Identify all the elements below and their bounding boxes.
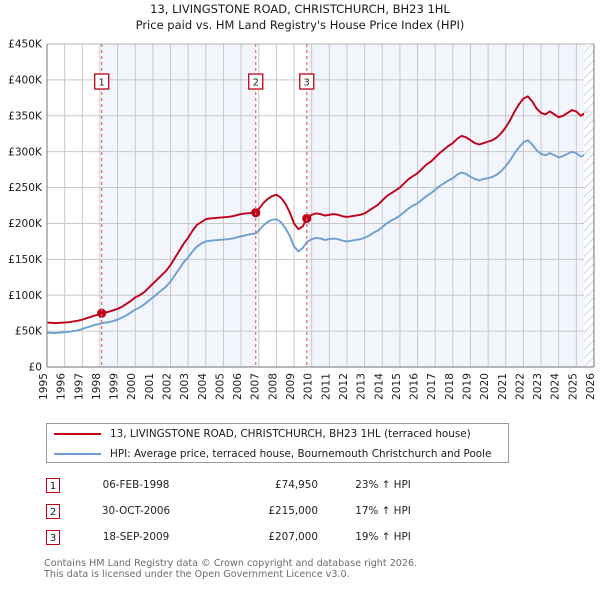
x-axis-tick-label: 2010	[303, 373, 315, 400]
txn-index-badge: 3	[46, 529, 60, 545]
x-axis-tick-label: 2004	[197, 373, 209, 400]
txn-date: 30-OCT-2006	[101, 505, 171, 517]
marker-badge[interactable]	[248, 73, 264, 90]
table-row[interactable]: 2 30-OCT-2006 £215,000 17% ↑ HPI	[46, 498, 516, 524]
y-axis-tick-label: £450K	[8, 39, 43, 51]
x-axis-tick-label: 2021	[497, 373, 509, 400]
x-axis-tick-label: 2007	[250, 373, 262, 400]
x-axis-tick-label: 2025	[567, 373, 579, 400]
txn-hpi-delta: 23% ↑ HPI	[355, 479, 411, 491]
x-axis-tick-label: 2012	[338, 373, 350, 400]
txn-index-badge: 1	[46, 477, 60, 493]
x-axis-tick-label: 2022	[514, 373, 526, 400]
legend-swatch-hpi	[54, 453, 101, 455]
marker-badge[interactable]	[94, 73, 110, 90]
table-row[interactable]: 3 18-SEP-2009 £207,000 19% ↑ HPI	[46, 524, 516, 550]
txn-price: £207,000	[268, 531, 318, 543]
legend-item-hpi: HPI: Average price, terraced house, Bour…	[47, 444, 508, 464]
y-axis-tick-label: £0	[29, 362, 43, 374]
y-axis-tick-label: £150K	[8, 254, 43, 266]
x-axis-tick-label: 2011	[320, 373, 332, 400]
legend-item-price: 13, LIVINGSTONE ROAD, CHRISTCHURCH, BH23…	[47, 424, 508, 444]
x-axis-tick-label: 1999	[109, 373, 121, 400]
x-axis-tick-label: 2026	[585, 373, 597, 400]
x-axis-tick-label: 2023	[532, 373, 544, 400]
x-axis-tick-label: 2008	[267, 373, 279, 400]
x-axis-tick-label: 1996	[56, 373, 68, 400]
x-axis-tick-label: 2020	[479, 373, 491, 400]
transactions-table: 1 06-FEB-1998 £74,950 23% ↑ HPI 2 30-OCT…	[46, 472, 516, 550]
txn-price: £74,950	[275, 479, 318, 491]
legend-swatch-price	[54, 433, 101, 435]
shaded-band-1	[101, 44, 256, 367]
x-axis-tick-label: 2018	[444, 373, 456, 400]
x-axis-tick-label: 2003	[179, 373, 191, 400]
legend-label-hpi: HPI: Average price, terraced house, Bour…	[110, 448, 492, 460]
x-axis-tick-label: 1995	[38, 373, 50, 400]
table-row[interactable]: 1 06-FEB-1998 £74,950 23% ↑ HPI	[46, 472, 516, 498]
series-line-price	[47, 95, 591, 325]
marker-badge[interactable]	[299, 73, 315, 90]
marker-badge-label: 2	[253, 78, 259, 89]
chart-legend: 13, LIVINGSTONE ROAD, CHRISTCHURCH, BH23…	[46, 423, 509, 463]
sale-marker-dot[interactable]	[97, 308, 107, 318]
x-axis-tick-label: 2006	[232, 373, 244, 400]
page-title: 13, LIVINGSTONE ROAD, CHRISTCHURCH, BH23…	[0, 2, 600, 33]
x-axis-tick-label: 2024	[550, 373, 562, 400]
footer-line-2: This data is licensed under the Open Gov…	[44, 569, 350, 581]
x-axis-tick-label: 1997	[73, 373, 85, 400]
x-axis-tick-label: 2014	[373, 373, 385, 400]
txn-price: £215,000	[268, 505, 318, 517]
x-axis-tick-label: 2001	[144, 373, 156, 400]
txn-index-badge: 2	[46, 503, 60, 519]
x-axis-tick-label: 2013	[356, 373, 368, 400]
x-axis-tick-label: 2005	[214, 373, 226, 400]
title-line-2: Price paid vs. HM Land Registry's House …	[135, 17, 465, 32]
x-axis-tick-label: 2019	[461, 373, 473, 400]
x-axis-tick-label: 2009	[285, 373, 297, 400]
marker-badge-label: 3	[304, 78, 310, 89]
title-line-1: 13, LIVINGSTONE ROAD, CHRISTCHURCH, BH23…	[150, 2, 450, 16]
legend-label-price: 13, LIVINGSTONE ROAD, CHRISTCHURCH, BH23…	[110, 428, 471, 440]
x-axis-tick-label: 2016	[409, 373, 421, 400]
footer-line-1: Contains HM Land Registry data © Crown c…	[44, 558, 418, 569]
txn-date: 18-SEP-2009	[102, 531, 170, 543]
y-axis-tick-label: £250K	[8, 182, 43, 194]
y-axis-tick-label: £50K	[15, 326, 43, 338]
x-axis-tick-label: 2002	[162, 373, 174, 400]
txn-date: 06-FEB-1998	[102, 479, 170, 491]
x-axis-tick-label: 2015	[391, 373, 403, 400]
x-axis-tick-label: 2017	[426, 373, 438, 400]
shaded-band-2	[306, 44, 594, 367]
y-axis-tick-label: £350K	[8, 110, 43, 122]
x-axis-tick-label: 2000	[126, 373, 138, 400]
footer-attribution: Contains HM Land Registry data © Crown c…	[44, 558, 584, 581]
y-axis-tick-label: £200K	[8, 218, 43, 230]
txn-hpi-delta: 19% ↑ HPI	[355, 531, 411, 543]
txn-hpi-delta: 17% ↑ HPI	[355, 505, 411, 517]
y-axis-tick-label: £400K	[8, 74, 43, 86]
no-data-hatch-band	[584, 44, 594, 367]
y-axis-tick-label: £100K	[8, 290, 43, 302]
chart-plot-area: £0 £50K £100K £150K £200K £250K £300K £350K £400…	[8, 39, 597, 400]
marker-badge-label: 1	[99, 78, 105, 89]
series-line-hpi	[47, 139, 591, 334]
y-axis-tick-label: £300K	[8, 146, 43, 158]
x-axis-tick-label: 1998	[91, 373, 103, 400]
